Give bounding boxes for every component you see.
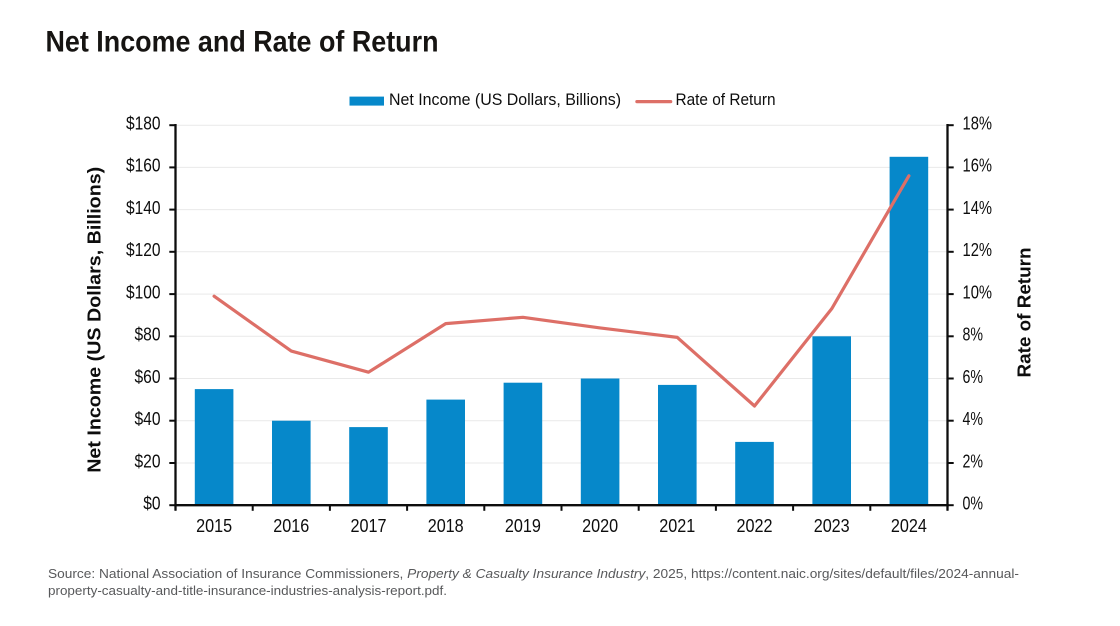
svg-text:$160: $160 (126, 156, 161, 176)
svg-text:2015: 2015 (196, 516, 232, 536)
svg-text:$40: $40 (135, 409, 161, 429)
svg-text:Net Income (US Dollars, Billio: Net Income (US Dollars, Billions) (85, 167, 105, 473)
svg-text:12%: 12% (963, 240, 993, 260)
svg-text:0%: 0% (963, 494, 984, 514)
svg-text:$120: $120 (126, 240, 161, 260)
svg-text:Net Income and Rate of Return: Net Income and Rate of Return (46, 26, 439, 59)
svg-text:$80: $80 (135, 325, 161, 345)
svg-text:8%: 8% (963, 325, 984, 345)
svg-text:$0: $0 (143, 494, 160, 514)
svg-text:2024: 2024 (891, 516, 927, 536)
svg-text:$180: $180 (126, 114, 161, 134)
svg-text:2018: 2018 (428, 516, 464, 536)
svg-text:2%: 2% (963, 451, 984, 471)
svg-text:18%: 18% (963, 114, 993, 134)
svg-text:Rate of Return: Rate of Return (676, 90, 776, 109)
svg-text:2017: 2017 (351, 516, 387, 536)
svg-text:2021: 2021 (659, 516, 695, 536)
svg-text:2019: 2019 (505, 516, 541, 536)
svg-text:Net Income (US Dollars, Billio: Net Income (US Dollars, Billions) (389, 90, 621, 109)
svg-text:2023: 2023 (814, 516, 850, 536)
svg-text:$60: $60 (135, 367, 161, 387)
svg-text:$100: $100 (126, 282, 161, 302)
svg-text:4%: 4% (963, 409, 984, 429)
svg-text:property-casualty-and-title-in: property-casualty-and-title-insurance-in… (48, 583, 447, 598)
svg-text:2016: 2016 (273, 516, 309, 536)
svg-text:$20: $20 (135, 451, 161, 471)
svg-text:14%: 14% (963, 198, 993, 218)
svg-text:10%: 10% (963, 282, 993, 302)
svg-text:6%: 6% (963, 367, 984, 387)
svg-text:$140: $140 (126, 198, 161, 218)
svg-text:Rate of Return: Rate of Return (1015, 248, 1035, 378)
svg-text:2020: 2020 (582, 516, 618, 536)
svg-text:16%: 16% (963, 156, 993, 176)
svg-text:Source: National Association o: Source: National Association of Insuranc… (48, 566, 1019, 581)
svg-text:2022: 2022 (737, 516, 773, 536)
